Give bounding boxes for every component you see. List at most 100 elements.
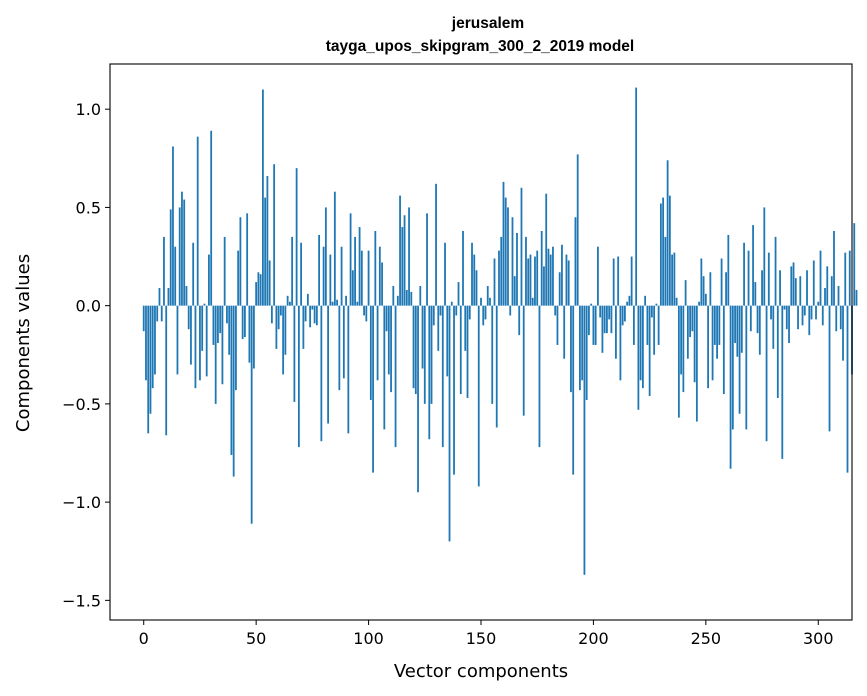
- bar-231: [662, 197, 665, 306]
- x-axis-label: Vector components: [394, 661, 568, 682]
- bar-172: [529, 254, 532, 306]
- bar-252: [709, 272, 712, 306]
- bar-222: [641, 305, 644, 389]
- y-axis-ticks: −1.5 −1.0 −0.5 0.0 0.5 1.0: [62, 100, 110, 610]
- bar-112: [394, 305, 397, 448]
- bar-197: [585, 305, 588, 400]
- bar-181: [549, 254, 552, 306]
- bar-84: [331, 301, 334, 306]
- bar-171: [527, 258, 530, 306]
- bar-267: [743, 242, 745, 306]
- bar-307: [833, 231, 835, 306]
- bar-204: [601, 305, 604, 353]
- bar-101: [369, 305, 372, 400]
- bar-240: [682, 305, 685, 393]
- bar-89: [342, 305, 345, 379]
- bar-59: [275, 305, 278, 349]
- bar-297: [810, 305, 813, 320]
- bar-293: [801, 305, 804, 326]
- bar-7: [158, 287, 161, 306]
- bar-263: [734, 305, 736, 343]
- bar-300: [817, 301, 820, 306]
- bar-105: [378, 246, 381, 306]
- bar-91: [347, 305, 350, 434]
- bar-188: [565, 254, 568, 306]
- x-tick-label: 300: [803, 629, 834, 648]
- bar-193: [576, 154, 579, 306]
- bar-298: [812, 260, 815, 306]
- bar-55: [266, 175, 269, 306]
- bar-149: [477, 305, 480, 487]
- bar-31: [212, 305, 215, 345]
- bar-137: [450, 301, 453, 306]
- bar-10: [165, 305, 168, 436]
- bar-2: [147, 305, 150, 434]
- bar-123: [419, 286, 422, 306]
- bar-179: [545, 193, 548, 306]
- bar-306: [830, 276, 833, 306]
- bar-85: [333, 191, 336, 306]
- bar-206: [606, 305, 608, 334]
- bar-130: [435, 183, 437, 306]
- bar-92: [349, 213, 352, 306]
- bar-254: [713, 305, 716, 345]
- bar-292: [799, 276, 802, 306]
- y-tick-label: 1.0: [76, 100, 101, 119]
- chart-subtitle: tayga_upos_skipgram_300_2_2019 model: [326, 38, 634, 55]
- bar-209: [612, 258, 615, 306]
- bar-103: [374, 231, 377, 306]
- bar-199: [590, 303, 593, 306]
- bar-62: [282, 305, 285, 375]
- bar-68: [295, 168, 298, 306]
- bar-12: [169, 209, 172, 306]
- bar-165: [513, 276, 516, 306]
- bar-287: [788, 305, 790, 343]
- bar-275: [761, 270, 763, 306]
- bar-301: [819, 250, 822, 306]
- x-tick-label: 100: [353, 629, 384, 648]
- bar-32: [214, 305, 217, 404]
- bar-227: [653, 305, 656, 355]
- bar-18: [183, 199, 186, 306]
- bar-58: [273, 164, 276, 306]
- bar-185: [558, 272, 561, 306]
- bar-281: [774, 236, 777, 306]
- bar-249: [702, 276, 705, 306]
- bar-38: [228, 305, 231, 355]
- bar-82: [327, 305, 329, 424]
- bar-75: [311, 305, 314, 310]
- bar-270: [749, 305, 752, 332]
- bar-48: [250, 305, 253, 524]
- bar-90: [345, 295, 347, 306]
- bar-135: [446, 305, 449, 377]
- bar-30: [210, 130, 213, 306]
- bar-97: [360, 250, 363, 306]
- bar-148: [475, 270, 478, 306]
- bar-77: [315, 305, 318, 326]
- bar-28: [205, 305, 208, 377]
- bar-34: [219, 305, 222, 334]
- bar-72: [304, 305, 307, 322]
- bar-299: [815, 305, 817, 320]
- bar-44: [241, 305, 244, 340]
- bar-215: [626, 301, 629, 306]
- bar-52: [259, 274, 262, 306]
- bar-144: [466, 305, 469, 398]
- bar-122: [417, 305, 419, 493]
- bar-176: [538, 305, 541, 448]
- bar-247: [698, 301, 700, 306]
- x-tick-label: 200: [578, 629, 609, 648]
- bar-94: [354, 236, 356, 306]
- bar-106: [381, 262, 383, 306]
- x-axis-ticks: 0 50 100 150 200 250 300: [139, 620, 834, 648]
- bar-214: [624, 305, 626, 322]
- bar-124: [421, 305, 424, 369]
- bar-5: [154, 305, 156, 375]
- bar-291: [797, 305, 799, 330]
- bar-27: [203, 303, 206, 306]
- bar-262: [731, 305, 734, 430]
- x-tick-label: 150: [466, 629, 497, 648]
- bar-153: [486, 286, 489, 306]
- bar-237: [675, 297, 678, 306]
- bar-255: [716, 305, 718, 359]
